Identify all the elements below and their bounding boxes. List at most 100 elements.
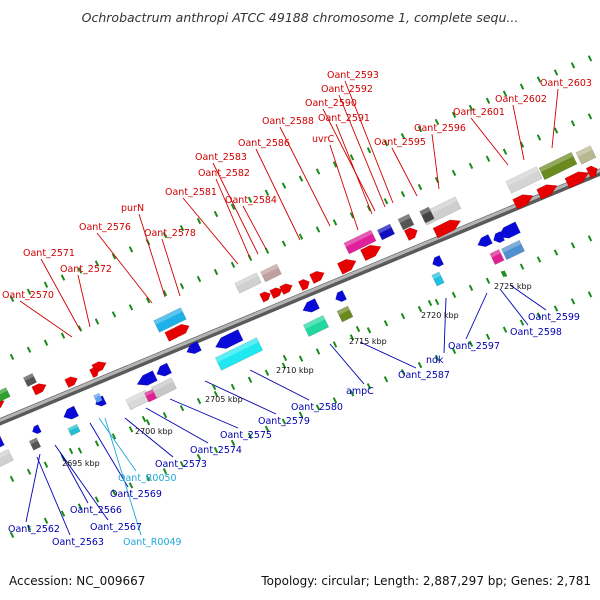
tick-dot [485, 277, 491, 284]
gene-label[interactable]: Oant_2580 [291, 402, 343, 413]
tick-dot [468, 104, 474, 111]
gene-label[interactable]: Oant_2597 [448, 341, 500, 352]
gene-label[interactable]: Oant_2581 [165, 187, 217, 198]
gene-label[interactable]: Oant_2601 [453, 107, 505, 118]
tick-dot [26, 524, 32, 531]
label-leader [40, 258, 81, 331]
gene-label[interactable]: Oant_2598 [510, 327, 562, 338]
gene-label[interactable]: Oant_2596 [414, 123, 466, 134]
label-leader [470, 117, 509, 166]
gene-label[interactable]: Oant_2571 [23, 248, 75, 259]
gene-label[interactable]: Oant_2569 [110, 489, 162, 500]
gene-label[interactable]: Oant_2582 [198, 168, 250, 179]
gene-label[interactable]: Oant_R0049 [123, 537, 182, 548]
gene-label[interactable]: Oant_2570 [2, 290, 54, 301]
gene-label[interactable]: Oant_2578 [144, 228, 196, 239]
tick-dot [332, 161, 338, 168]
label-leader [338, 94, 386, 208]
gene-label[interactable]: purN [121, 203, 144, 214]
tick-dot [162, 412, 168, 419]
reverse-gene [186, 341, 202, 355]
gene-label[interactable]: ndk [426, 355, 444, 366]
label-leader [465, 292, 488, 340]
tick-dot [128, 426, 134, 433]
genome-map[interactable]: 2695 kbp 2700 kbp 2705 kbp 2710 kbp 2715 kbp… [0, 0, 600, 560]
gene-label[interactable]: ampC [346, 386, 374, 397]
gene-label[interactable]: Oant_2603 [540, 78, 592, 89]
gene-label[interactable]: Oant_R0050 [118, 473, 177, 484]
tick-dot [264, 425, 270, 432]
gene-label[interactable]: Oant_2583 [195, 152, 247, 163]
tick-dot [366, 327, 372, 334]
tick-dot [213, 268, 219, 276]
tick-dot [315, 226, 321, 233]
gene-block-gray [397, 213, 415, 231]
tick-dot [570, 298, 576, 305]
tick-dot [451, 111, 457, 119]
tick-dot [230, 439, 236, 447]
tick-dot [587, 235, 593, 242]
gene-label[interactable]: Oant_2599 [528, 312, 580, 323]
gene-block-blue [376, 223, 396, 241]
gene-label[interactable]: Oant_2573 [155, 459, 207, 470]
gene-label[interactable]: Oant_2602 [495, 94, 547, 105]
label-leader [204, 380, 277, 415]
reverse-gene [0, 435, 5, 450]
forward-gene [360, 244, 382, 262]
gene-label[interactable]: uvrC [312, 134, 335, 145]
forward-gene [297, 279, 310, 292]
tick-dot [570, 62, 576, 69]
gene-label[interactable]: Oant_2575 [220, 430, 272, 441]
gene-label[interactable]: Oant_2566 [70, 505, 122, 516]
gene-label[interactable]: Oant_2593 [327, 70, 379, 81]
label-leader [124, 417, 174, 458]
tick-dot [485, 155, 491, 162]
tick-dot [519, 83, 525, 90]
gene-label[interactable]: Oant_2579 [258, 416, 310, 427]
gene-block-cyan [153, 307, 187, 333]
tick-dots [9, 55, 593, 538]
gene-label[interactable]: Oant_2595 [374, 137, 426, 148]
gene-label[interactable]: Oant_2590 [305, 98, 357, 109]
forward-gene [536, 184, 558, 200]
gene-label[interactable]: Oant_2592 [321, 84, 373, 95]
scale-tick [141, 415, 147, 423]
gene-block-gray [22, 372, 38, 388]
gene-label[interactable]: Oant_2572 [60, 264, 112, 275]
gene-block-lightblue [93, 392, 103, 404]
tick-dot [553, 69, 559, 76]
tick-dot [196, 217, 202, 225]
gene-labels[interactable]: Oant_2603 Oant_2593 Oant_2592 Oant_2602 Oant… [2, 70, 592, 548]
tick-dot [400, 191, 406, 198]
tick-dot [94, 440, 100, 447]
scale-tick [500, 270, 506, 278]
tick-dot [536, 134, 542, 141]
label-leader [54, 444, 109, 521]
tick-dot [179, 404, 185, 412]
gene-label[interactable]: Oant_2586 [238, 138, 290, 149]
label-leader [329, 343, 365, 385]
gene-label[interactable]: Oant_2562 [8, 524, 60, 535]
tick-dot [383, 198, 389, 205]
gene-label[interactable]: Oant_2563 [52, 537, 104, 548]
forward-gene [432, 219, 462, 239]
tick-dot [264, 189, 270, 196]
gene-label[interactable]: Oant_2587 [398, 370, 450, 381]
forward-gene [0, 399, 5, 412]
tick-dot [349, 212, 355, 219]
scale-label: 2700 kbp [135, 427, 173, 436]
gene-label[interactable]: Oant_2584 [225, 195, 277, 206]
tick-dot [128, 246, 134, 253]
tick-dot [94, 496, 100, 503]
gene-label[interactable]: Oant_2576 [79, 222, 131, 233]
gene-label[interactable]: Oant_2574 [190, 445, 242, 456]
tick-dot [162, 232, 168, 239]
gene-label[interactable]: Oant_2588 [262, 116, 314, 127]
forward-gene [564, 171, 590, 189]
forward-gene [31, 383, 47, 396]
gene-label[interactable]: Oant_2591 [318, 113, 370, 124]
tick-dot [298, 411, 304, 418]
gene-label[interactable]: Oant_2567 [90, 522, 142, 533]
gene-block-dark [419, 206, 435, 224]
tick-dot [77, 503, 83, 510]
